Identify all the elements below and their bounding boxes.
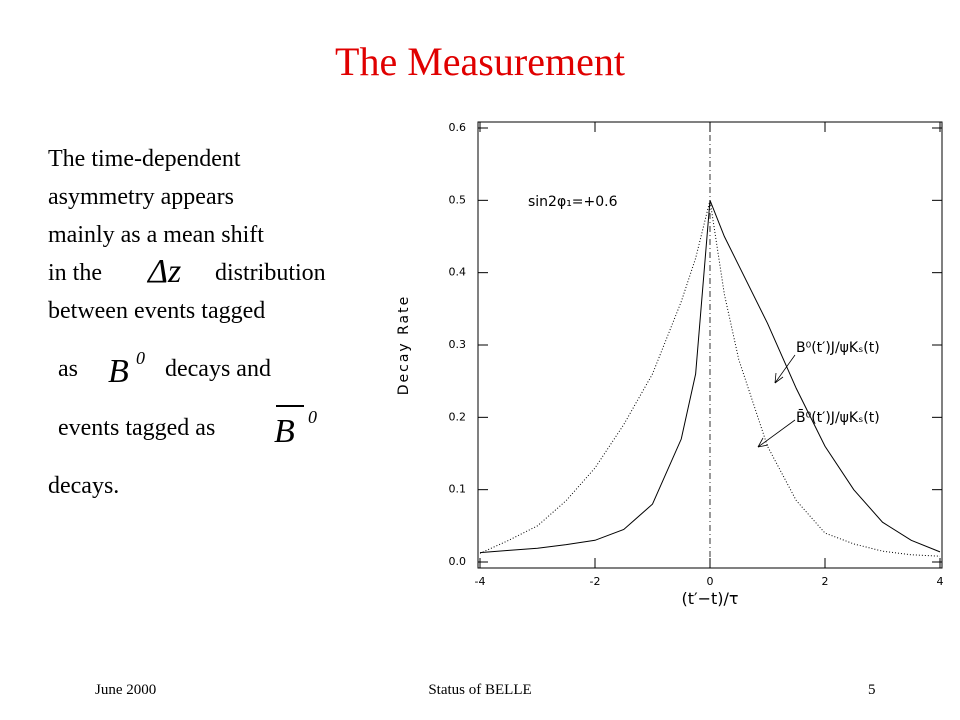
x-tick-label: 2 [822,575,829,588]
y-tick-label: 0.5 [449,193,467,206]
y-tick-label: 0.6 [449,121,467,134]
legend-label: B̄⁰(t′)J/ψKₛ(t) [796,408,880,426]
body-line: asymmetry appears [48,184,234,210]
body-line: between events tagged [48,298,265,324]
body-line: The time-dependent [48,146,241,172]
footer-date: June 2000 [95,682,156,698]
body-line: decays and [165,356,271,382]
arrows [757,354,796,448]
y-tick-label: 0.3 [449,338,467,351]
x-axis-label: (t′−t)/τ [681,589,738,608]
annotation: sin2φ₁=+0.6 [528,194,618,210]
x-tick-label: -2 [590,575,601,588]
arrow [757,419,796,448]
y-tick-label: 0.0 [449,555,467,568]
arrow-head [774,372,784,384]
arrow [774,354,796,384]
body-line: events tagged as [58,415,215,441]
y-tick-label: 0.1 [449,483,467,496]
legend-label: B⁰(t′)J/ψKₛ(t) [796,340,880,356]
footer-center: Status of BELLE [428,682,531,698]
y-tick-label: 0.4 [449,266,467,279]
math-symbol: B [108,353,129,390]
math-superscript: 0 [136,348,145,368]
body-line: as [58,356,78,382]
y-tick-label: 0.2 [449,410,467,423]
math-symbol: B [274,413,295,450]
body-line: distribution [215,260,326,286]
x-tick-label: -4 [475,575,486,588]
body: The time-dependent asymmetry appears mai… [48,146,326,499]
y-axis-label: Decay Rate [396,295,412,396]
body-line: in the [48,260,102,286]
footer-page: 5 [868,682,876,698]
series-line [479,200,941,557]
arrow-head [757,437,769,448]
x-tick-label: 0 [707,575,714,588]
body-line: decays. [48,473,119,499]
body-line: mainly as a mean shift [48,222,264,248]
slide-title: The Measurement [335,39,625,84]
x-tick-label: 4 [937,575,944,588]
math-symbol: Δz [146,253,181,290]
math-superscript: 0 [308,407,317,427]
